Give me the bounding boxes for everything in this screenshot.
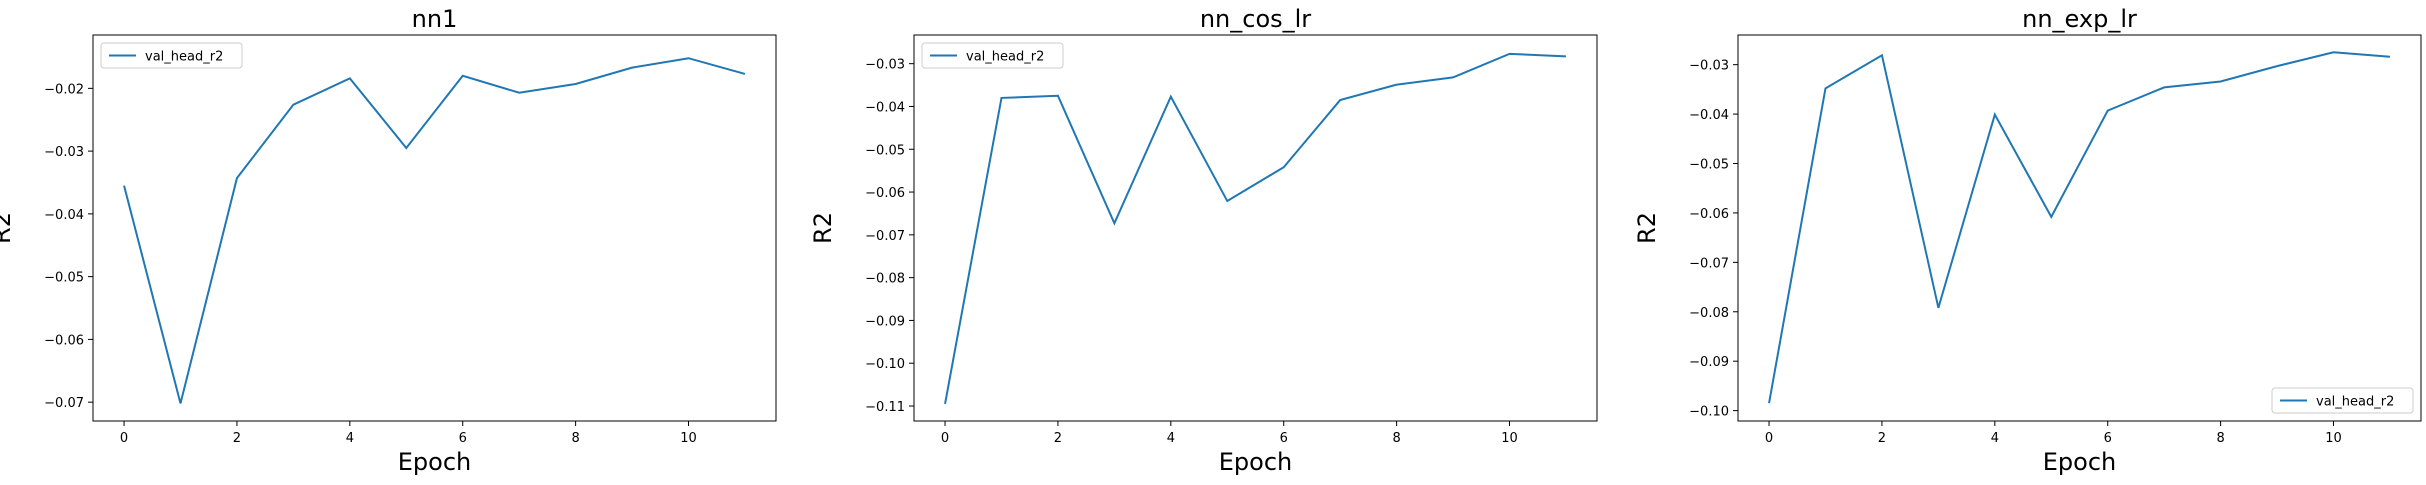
y-tick-label: −0.04 <box>1689 108 1729 123</box>
chart-panel-1: nn1 0 2 4 6 8 10 −0.07 −0.06 −0.05 −0.04 −0.03 −0.02… <box>0 5 777 476</box>
y-tick-label: −0.09 <box>865 314 905 329</box>
y-tick-label: −0.04 <box>44 208 84 223</box>
plot-frame <box>92 34 777 422</box>
y-axis-label: R2 <box>1633 212 1661 244</box>
x-tick-label: 8 <box>1392 431 1400 446</box>
legend: val_head_r2 <box>100 42 243 69</box>
y-tick-label: −0.09 <box>1689 355 1729 370</box>
x-tick-label: 6 <box>2104 431 2112 446</box>
y-tick-label: −0.02 <box>44 82 84 97</box>
legend-box <box>100 42 243 69</box>
chart-title: nn_cos_lr <box>1200 5 1311 33</box>
x-tick-label: 8 <box>2216 431 2224 446</box>
legend-label: val_head_r2 <box>966 50 1044 65</box>
x-tick-label: 0 <box>941 431 949 446</box>
series-line-1 <box>1768 51 2391 404</box>
series-line-1 <box>123 57 746 404</box>
x-tick-label: 6 <box>1280 431 1288 446</box>
x-axis-label: Epoch <box>398 448 472 476</box>
chart-panel-2: nn_cos_lr 0 2 4 6 8 10 −0.11 −0.10 −0.09 −0.08 −0.0… <box>809 5 1598 476</box>
x-tick-label: 8 <box>571 431 579 446</box>
y-tick-label: −0.03 <box>865 58 905 73</box>
y-tick-label: −0.07 <box>44 396 84 411</box>
series-line-1 <box>944 52 1566 405</box>
y-tick-label: −0.05 <box>865 143 905 158</box>
legend-label: val_head_r2 <box>145 50 223 65</box>
y-tick-label: −0.08 <box>865 272 905 287</box>
y-axis-label: R2 <box>809 212 837 244</box>
y-tick-label: −0.06 <box>865 186 905 201</box>
chart-panel-3: nn_exp_lr 0 2 4 6 8 10 −0.10 −0.09 −0.08 −0.07 −0.0… <box>1633 5 2422 476</box>
y-tick-label: −0.05 <box>1689 158 1729 173</box>
plot-frame <box>913 34 1598 422</box>
y-tick-label: −0.05 <box>44 271 84 286</box>
legend: val_head_r2 <box>921 42 1064 69</box>
x-tick-label: 10 <box>1501 431 1518 446</box>
y-tick-label: −0.04 <box>865 100 905 115</box>
y-tick-label: −0.03 <box>44 145 84 160</box>
x-axis-label: Epoch <box>1219 448 1293 476</box>
chart-title: nn1 <box>412 5 458 33</box>
y-tick-label: −0.10 <box>1689 405 1729 420</box>
y-tick-label: −0.10 <box>865 357 905 372</box>
x-tick-label: 6 <box>459 431 467 446</box>
plot-frame <box>1737 34 2422 422</box>
x-tick-label: 10 <box>2325 431 2342 446</box>
x-tick-label: 0 <box>1765 431 1773 446</box>
legend-box <box>2271 387 2414 414</box>
legend-box <box>921 42 1064 69</box>
legend: val_head_r2 <box>2271 387 2414 414</box>
x-tick-label: 10 <box>680 431 697 446</box>
x-tick-label: 4 <box>1167 431 1175 446</box>
y-tick-label: −0.06 <box>44 333 84 348</box>
x-tick-label: 2 <box>1054 431 1062 446</box>
y-tick-label: −0.06 <box>1689 207 1729 222</box>
x-axis-label: Epoch <box>2043 448 2117 476</box>
legend-label: val_head_r2 <box>2316 395 2394 410</box>
y-tick-label: −0.07 <box>1689 256 1729 271</box>
y-tick-label: −0.07 <box>865 229 905 244</box>
x-tick-label: 4 <box>1991 431 1999 446</box>
y-tick-label: −0.03 <box>1689 59 1729 74</box>
x-tick-label: 2 <box>1878 431 1886 446</box>
chart-title: nn_exp_lr <box>2022 5 2137 33</box>
x-tick-label: 4 <box>346 431 354 446</box>
x-tick-label: 2 <box>233 431 241 446</box>
y-tick-label: −0.08 <box>1689 306 1729 321</box>
y-axis-label: R2 <box>0 212 16 244</box>
y-tick-label: −0.11 <box>865 400 905 415</box>
x-tick-label: 0 <box>120 431 128 446</box>
